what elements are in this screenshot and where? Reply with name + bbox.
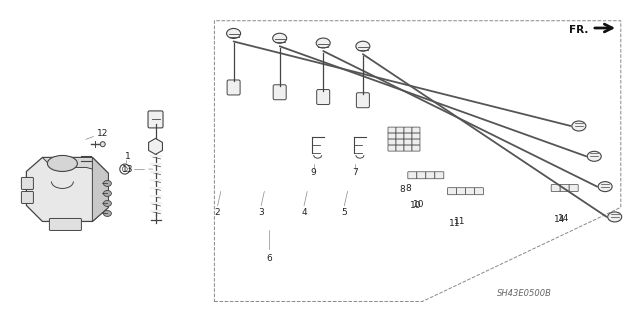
FancyBboxPatch shape <box>474 188 483 195</box>
FancyBboxPatch shape <box>227 80 240 95</box>
Text: 10: 10 <box>410 201 421 210</box>
FancyBboxPatch shape <box>560 184 569 191</box>
FancyBboxPatch shape <box>21 177 33 189</box>
FancyBboxPatch shape <box>388 133 396 139</box>
Ellipse shape <box>227 28 241 39</box>
Ellipse shape <box>273 33 287 43</box>
Text: 9: 9 <box>311 168 316 177</box>
FancyBboxPatch shape <box>396 133 404 139</box>
FancyBboxPatch shape <box>388 145 396 151</box>
FancyBboxPatch shape <box>21 191 33 204</box>
FancyBboxPatch shape <box>426 172 435 179</box>
FancyBboxPatch shape <box>396 127 404 133</box>
Text: 14: 14 <box>557 214 569 223</box>
Ellipse shape <box>598 182 612 192</box>
FancyBboxPatch shape <box>388 127 396 133</box>
Polygon shape <box>92 158 108 221</box>
FancyBboxPatch shape <box>396 139 404 145</box>
FancyBboxPatch shape <box>456 188 465 195</box>
Ellipse shape <box>104 200 111 206</box>
Text: 7: 7 <box>353 168 358 177</box>
Text: 14: 14 <box>554 215 566 224</box>
FancyBboxPatch shape <box>412 145 420 151</box>
Text: 10: 10 <box>413 200 425 209</box>
Ellipse shape <box>104 211 111 217</box>
FancyBboxPatch shape <box>551 184 560 191</box>
FancyBboxPatch shape <box>412 139 420 145</box>
Ellipse shape <box>608 212 621 222</box>
Ellipse shape <box>316 38 330 48</box>
FancyBboxPatch shape <box>417 172 426 179</box>
Text: 4: 4 <box>301 208 307 217</box>
Ellipse shape <box>588 151 601 161</box>
Text: 5: 5 <box>342 208 347 217</box>
Text: 6: 6 <box>266 254 271 263</box>
Text: 8: 8 <box>406 184 411 193</box>
Ellipse shape <box>356 41 370 51</box>
Text: 11: 11 <box>449 219 460 228</box>
FancyBboxPatch shape <box>49 219 81 230</box>
FancyBboxPatch shape <box>396 145 404 151</box>
Text: 3: 3 <box>259 208 264 217</box>
Text: 8: 8 <box>399 185 404 194</box>
FancyBboxPatch shape <box>317 90 330 105</box>
Ellipse shape <box>572 121 586 131</box>
FancyBboxPatch shape <box>356 93 369 108</box>
FancyBboxPatch shape <box>404 145 412 151</box>
FancyBboxPatch shape <box>465 188 474 195</box>
Polygon shape <box>26 158 108 221</box>
FancyBboxPatch shape <box>412 127 420 133</box>
Ellipse shape <box>104 181 111 186</box>
Text: 1: 1 <box>125 152 131 161</box>
FancyBboxPatch shape <box>404 127 412 133</box>
Ellipse shape <box>104 190 111 197</box>
FancyBboxPatch shape <box>404 133 412 139</box>
Ellipse shape <box>47 155 77 171</box>
FancyBboxPatch shape <box>435 172 444 179</box>
Text: 12: 12 <box>97 130 108 138</box>
Polygon shape <box>42 158 108 174</box>
FancyBboxPatch shape <box>408 172 417 179</box>
FancyBboxPatch shape <box>447 188 456 195</box>
FancyBboxPatch shape <box>388 139 396 145</box>
Ellipse shape <box>100 142 105 147</box>
FancyBboxPatch shape <box>412 133 420 139</box>
Text: 13: 13 <box>122 165 134 174</box>
Polygon shape <box>148 138 163 154</box>
FancyBboxPatch shape <box>273 85 286 100</box>
Text: SH43E0500B: SH43E0500B <box>497 289 552 298</box>
FancyBboxPatch shape <box>569 184 578 191</box>
Text: 2: 2 <box>215 208 220 217</box>
FancyBboxPatch shape <box>404 139 412 145</box>
FancyBboxPatch shape <box>148 111 163 128</box>
Text: 11: 11 <box>454 217 465 226</box>
Text: FR.: FR. <box>568 25 588 35</box>
